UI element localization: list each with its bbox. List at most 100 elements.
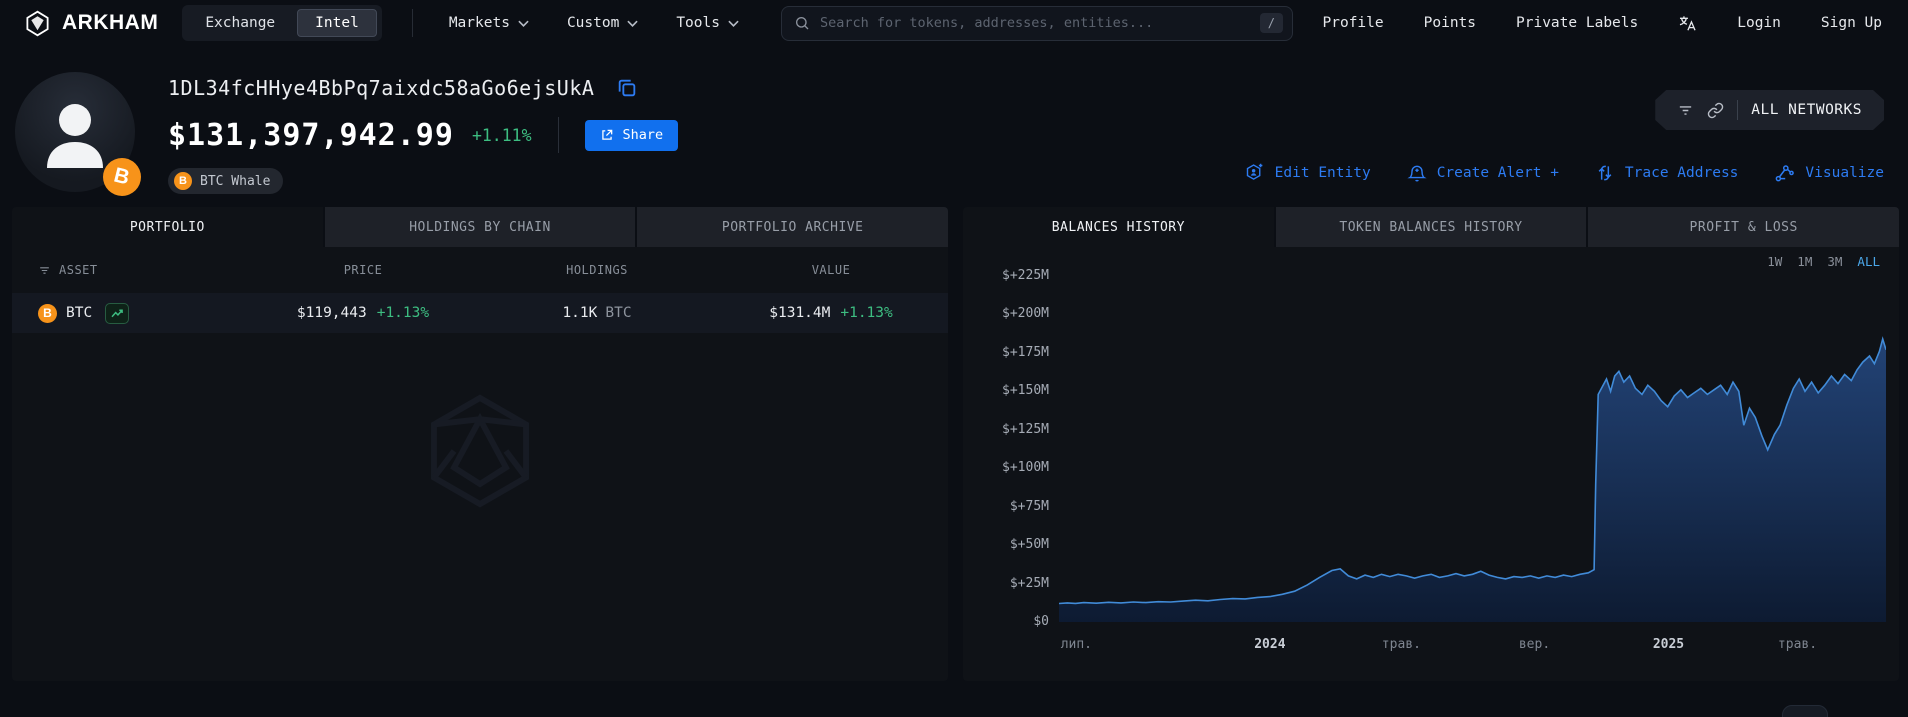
copy-address-icon[interactable] (616, 77, 638, 99)
tab-profit-loss[interactable]: PROFIT & LOSS (1588, 207, 1899, 247)
network-filter-label: ALL NETWORKS (1751, 102, 1862, 118)
edit-entity-icon (1244, 162, 1265, 183)
y-axis-tick: $+175M (963, 345, 1049, 361)
y-axis-tick: $+50M (963, 537, 1049, 553)
balance-change: +1.11% (472, 126, 532, 145)
login-button[interactable]: Login (1737, 15, 1781, 31)
range-all[interactable]: ALL (1857, 254, 1880, 269)
brand[interactable]: ARKHAM (24, 10, 158, 37)
entity-tag[interactable]: B BTC Whale (168, 168, 283, 194)
y-axis-tick: $+100M (963, 460, 1049, 476)
navbar-right: Profile Points Private Labels Login Sign U… (1323, 14, 1882, 33)
language-icon[interactable] (1678, 14, 1697, 33)
balance-value: $131,397,942.99 (168, 118, 454, 153)
mode-intel[interactable]: Intel (297, 9, 377, 37)
tab-portfolio-archive[interactable]: PORTFOLIO ARCHIVE (637, 207, 948, 247)
chevron-down-icon (518, 20, 529, 27)
signup-button[interactable]: Sign Up (1821, 15, 1882, 31)
search-icon (794, 15, 810, 31)
portfolio-panel: PORTFOLIOHOLDINGS BY CHAINPORTFOLIO ARCH… (12, 207, 948, 681)
balances-history-chart[interactable] (1059, 271, 1886, 623)
page: { "navbar": { "logo_text": "ARKHAM", "mo… (0, 0, 1908, 717)
chain-link-icon (1707, 102, 1724, 119)
tab-balances-history[interactable]: BALANCES HISTORY (963, 207, 1276, 247)
time-range-selector: 1W 1M 3M ALL (1767, 254, 1880, 269)
column-header-asset[interactable]: ASSET (59, 263, 98, 277)
create-alert-icon (1407, 163, 1427, 183)
nav-menu-label: Custom (567, 15, 619, 31)
navbar-divider (412, 9, 413, 37)
arkham-logo-icon (24, 10, 51, 37)
search-input[interactable] (820, 15, 1250, 31)
top-navbar: ARKHAM Exchange Intel Markets Custom Tools… (0, 0, 1908, 46)
nav-menu-label: Tools (676, 15, 720, 31)
x-axis-tick: трав. (1382, 637, 1421, 652)
nav-menus: Markets Custom Tools (449, 15, 739, 31)
address-text: 1DL34fcHHye4BbPq7aixdc58aGo6ejsUkA (168, 76, 594, 100)
main-content: PORTFOLIOHOLDINGS BY CHAINPORTFOLIO ARCH… (0, 194, 1908, 681)
x-axis-tick: 2024 (1254, 637, 1285, 652)
tab-holdings-by-chain[interactable]: HOLDINGS BY CHAIN (325, 207, 638, 247)
mode-exchange[interactable]: Exchange (187, 9, 293, 37)
tab-portfolio[interactable]: PORTFOLIO (12, 207, 325, 247)
visualize-icon (1774, 162, 1795, 183)
chart-tabs: BALANCES HISTORYTOKEN BALANCES HISTORYPR… (963, 207, 1899, 247)
holdings-cell: 1.1KBTC (480, 305, 714, 321)
nav-menu-tools[interactable]: Tools (676, 15, 739, 31)
asset-name: BTC (66, 305, 92, 321)
nav-menu-custom[interactable]: Custom (567, 15, 638, 31)
range-1w[interactable]: 1W (1767, 254, 1782, 269)
holdings-amount: 1.1K (562, 305, 597, 321)
y-axis-tick: $+25M (963, 576, 1049, 592)
share-button[interactable]: Share (585, 120, 679, 151)
range-3m[interactable]: 3M (1827, 254, 1842, 269)
entity-header: B 1DL34fcHHye4BbPq7aixdc58aGo6ejsUkA $13… (0, 46, 1908, 194)
table-row[interactable]: BBTC$119,443+1.13%1.1KBTC$131.4M+1.13% (12, 293, 948, 333)
sort-filter-icon[interactable] (38, 264, 51, 277)
arkham-watermark-logo (421, 392, 539, 510)
chevron-down-icon (627, 20, 638, 27)
brand-name: ARKHAM (62, 11, 158, 35)
nav-links: Profile Points Private Labels (1323, 15, 1639, 31)
nav-link-points[interactable]: Points (1424, 15, 1476, 31)
nav-menu-label: Markets (449, 15, 510, 31)
chart-area-fill (1059, 339, 1886, 622)
tab-token-balances-history[interactable]: TOKEN BALANCES HISTORY (1276, 207, 1589, 247)
search-shortcut-key: / (1260, 13, 1283, 33)
avatar: B (15, 72, 135, 192)
search-box[interactable]: / (781, 6, 1293, 41)
column-header-value[interactable]: VALUE (714, 263, 948, 277)
visualize-button[interactable]: Visualize (1774, 162, 1884, 183)
bitcoin-badge-icon: B (103, 158, 141, 196)
chat-widget-button[interactable] (1782, 705, 1828, 717)
nav-link-profile[interactable]: Profile (1323, 15, 1384, 31)
create-alert-button[interactable]: Create Alert + (1407, 162, 1559, 183)
all-networks-filter[interactable]: ALL NETWORKS (1655, 90, 1884, 130)
x-axis-tick: 2025 (1653, 637, 1684, 652)
y-axis-tick: $+75M (963, 499, 1049, 515)
trace-address-button[interactable]: Trace Address (1595, 162, 1739, 183)
x-axis-tick: вер. (1519, 637, 1550, 652)
share-icon (600, 128, 614, 142)
price-chart-icon[interactable] (105, 303, 129, 324)
y-axis-tick: $+225M (963, 268, 1049, 284)
nav-link-private-labels[interactable]: Private Labels (1516, 15, 1638, 31)
value-amount: $131.4M (769, 305, 830, 321)
x-axis-tick: лип. (1061, 637, 1092, 652)
nav-menu-markets[interactable]: Markets (449, 15, 529, 31)
value-cell: $131.4M+1.13% (714, 305, 948, 321)
y-axis-tick: $+150M (963, 383, 1049, 399)
divider (558, 117, 559, 153)
edit-entity-button[interactable]: Edit Entity (1244, 162, 1371, 183)
column-header-price[interactable]: PRICE (246, 263, 480, 277)
balances-history-panel: BALANCES HISTORYTOKEN BALANCES HISTORYPR… (963, 207, 1899, 681)
portfolio-table-header: ASSET PRICE HOLDINGS VALUE (12, 247, 948, 293)
price-value: $119,443 (297, 305, 367, 321)
column-header-holdings[interactable]: HOLDINGS (480, 263, 714, 277)
btc-coin-icon: B (38, 304, 57, 323)
header-right-controls: ALL NETWORKS Edit Entity Create Alert + Tr… (1244, 72, 1884, 194)
filter-icon (1677, 102, 1694, 119)
range-1m[interactable]: 1M (1797, 254, 1812, 269)
y-axis-tick: $+200M (963, 306, 1049, 322)
trace-address-icon (1595, 163, 1615, 183)
